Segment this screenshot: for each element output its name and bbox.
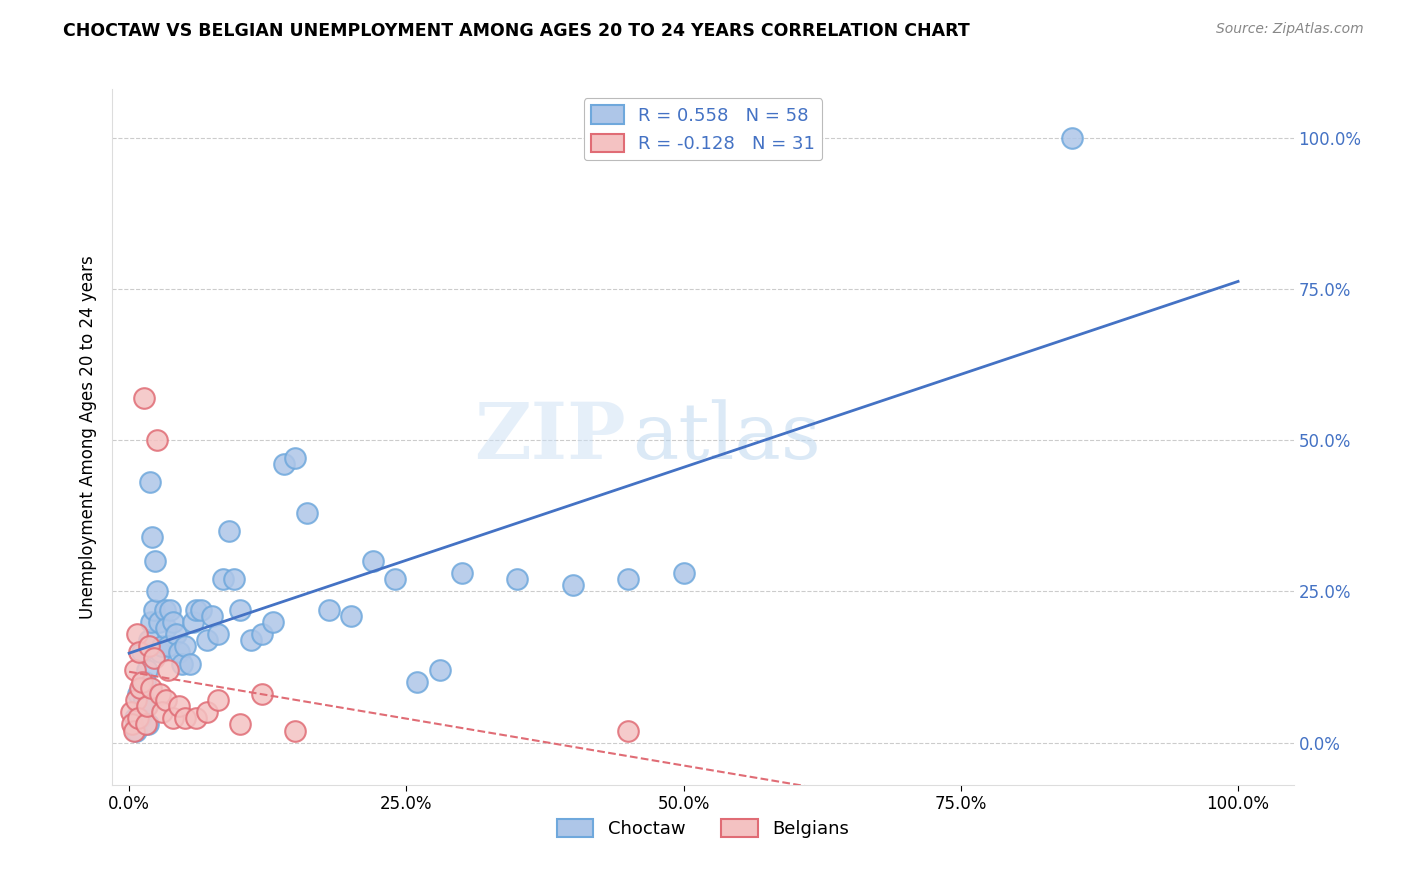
Point bbox=[183, 615, 205, 629]
Point bbox=[142, 651, 165, 665]
Point bbox=[284, 723, 307, 738]
Point bbox=[124, 663, 146, 677]
Point bbox=[250, 626, 273, 640]
Point bbox=[195, 632, 218, 647]
Point bbox=[155, 621, 177, 635]
Point bbox=[124, 711, 146, 725]
Point bbox=[207, 626, 229, 640]
Point bbox=[138, 639, 160, 653]
Point bbox=[179, 657, 201, 671]
Point bbox=[172, 657, 194, 671]
Point bbox=[120, 706, 142, 720]
Point bbox=[212, 572, 235, 586]
Point bbox=[617, 723, 640, 738]
Point bbox=[561, 578, 583, 592]
Point bbox=[150, 706, 173, 720]
Point bbox=[173, 639, 195, 653]
Point bbox=[406, 675, 429, 690]
Y-axis label: Unemployment Among Ages 20 to 24 years: Unemployment Among Ages 20 to 24 years bbox=[79, 255, 97, 619]
Point bbox=[125, 723, 148, 738]
Point bbox=[141, 681, 163, 695]
Point bbox=[318, 602, 340, 616]
Point bbox=[240, 632, 263, 647]
Point bbox=[135, 717, 157, 731]
Point bbox=[129, 681, 152, 695]
Text: ZIP: ZIP bbox=[475, 399, 626, 475]
Point bbox=[150, 639, 173, 653]
Point bbox=[149, 687, 172, 701]
Point bbox=[143, 554, 166, 568]
Point bbox=[135, 699, 157, 714]
Point bbox=[122, 723, 145, 738]
Point bbox=[131, 675, 153, 690]
Text: Source: ZipAtlas.com: Source: ZipAtlas.com bbox=[1216, 22, 1364, 37]
Point bbox=[190, 602, 212, 616]
Text: CHOCTAW VS BELGIAN UNEMPLOYMENT AMONG AGES 20 TO 24 YEARS CORRELATION CHART: CHOCTAW VS BELGIAN UNEMPLOYMENT AMONG AG… bbox=[63, 22, 970, 40]
Point bbox=[136, 717, 159, 731]
Point bbox=[167, 699, 190, 714]
Point bbox=[135, 663, 157, 677]
Point bbox=[384, 572, 406, 586]
Point bbox=[142, 602, 165, 616]
Point bbox=[146, 433, 169, 447]
Point bbox=[132, 391, 155, 405]
Point bbox=[1060, 130, 1083, 145]
Point bbox=[250, 687, 273, 701]
Legend: Choctaw, Belgians: Choctaw, Belgians bbox=[550, 812, 856, 846]
Point bbox=[218, 524, 240, 538]
Point bbox=[429, 663, 451, 677]
Point bbox=[125, 626, 148, 640]
Point bbox=[262, 615, 284, 629]
Point bbox=[165, 626, 187, 640]
Point bbox=[224, 572, 246, 586]
Point bbox=[141, 615, 163, 629]
Point bbox=[132, 693, 155, 707]
Point bbox=[506, 572, 529, 586]
Point bbox=[131, 645, 153, 659]
Point bbox=[156, 663, 179, 677]
Point bbox=[672, 566, 695, 581]
Point bbox=[121, 717, 143, 731]
Point bbox=[195, 706, 218, 720]
Point bbox=[229, 602, 252, 616]
Point bbox=[184, 602, 207, 616]
Point bbox=[340, 608, 363, 623]
Point bbox=[141, 530, 163, 544]
Point bbox=[450, 566, 472, 581]
Text: atlas: atlas bbox=[633, 400, 821, 475]
Point bbox=[129, 711, 152, 725]
Point bbox=[201, 608, 224, 623]
Point bbox=[135, 699, 157, 714]
Point bbox=[361, 554, 384, 568]
Point bbox=[149, 645, 172, 659]
Point bbox=[617, 572, 640, 586]
Point bbox=[167, 645, 190, 659]
Point bbox=[127, 711, 149, 725]
Point bbox=[138, 632, 160, 647]
Point bbox=[184, 711, 207, 725]
Point bbox=[125, 693, 148, 707]
Point bbox=[127, 687, 149, 701]
Point bbox=[295, 506, 318, 520]
Point bbox=[159, 602, 181, 616]
Point bbox=[134, 675, 156, 690]
Point bbox=[162, 711, 184, 725]
Point bbox=[173, 711, 195, 725]
Point bbox=[284, 451, 307, 466]
Point bbox=[146, 584, 169, 599]
Point bbox=[128, 645, 150, 659]
Point bbox=[207, 693, 229, 707]
Point bbox=[148, 615, 170, 629]
Point bbox=[156, 639, 179, 653]
Point bbox=[229, 717, 252, 731]
Point bbox=[162, 615, 184, 629]
Point bbox=[273, 458, 295, 472]
Point bbox=[139, 475, 162, 490]
Point bbox=[155, 693, 177, 707]
Point bbox=[153, 602, 176, 616]
